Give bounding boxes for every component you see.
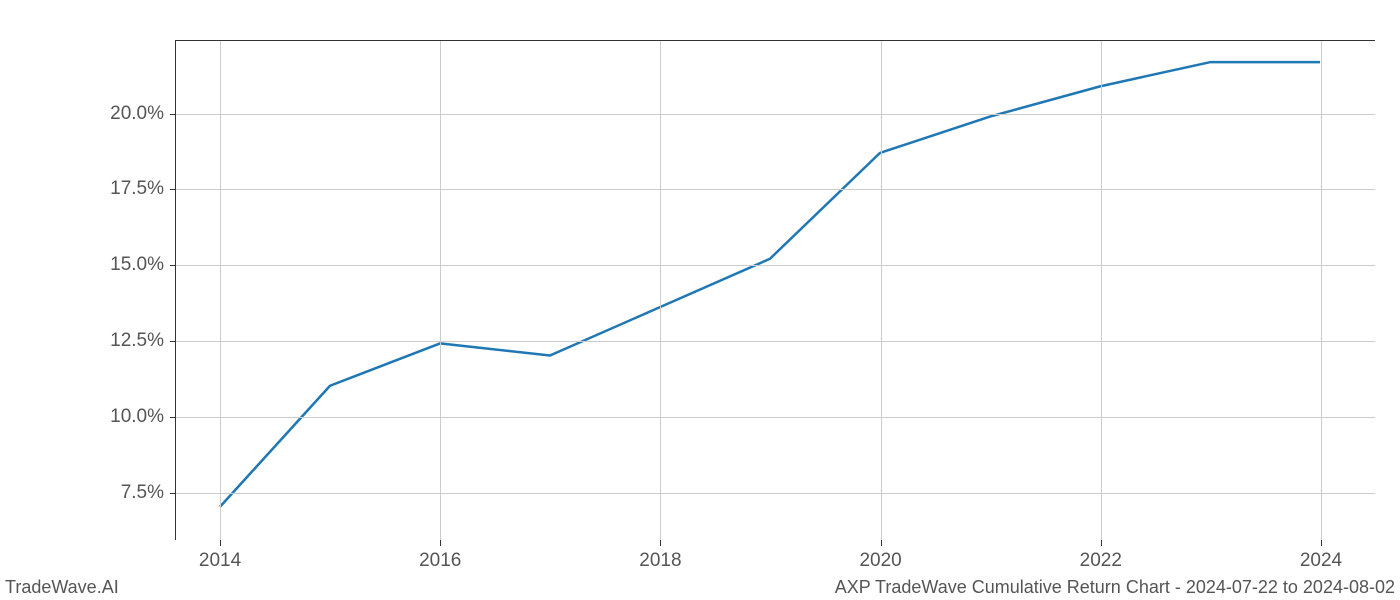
y-tick-mark: [170, 341, 176, 342]
grid-line-horizontal: [176, 417, 1375, 418]
y-tick-label: 17.5%: [110, 178, 164, 200]
grid-line-horizontal: [176, 189, 1375, 190]
grid-line-vertical: [440, 41, 441, 540]
grid-line-horizontal: [176, 341, 1375, 342]
y-tick-label: 12.5%: [110, 330, 164, 352]
y-tick-mark: [170, 189, 176, 190]
y-tick-mark: [170, 493, 176, 494]
y-tick-mark: [170, 417, 176, 418]
x-tick-mark: [220, 540, 221, 546]
x-tick-mark: [1101, 540, 1102, 546]
x-tick-label: 2024: [1300, 550, 1342, 572]
x-tick-mark: [1321, 540, 1322, 546]
x-tick-mark: [660, 540, 661, 546]
plot-area: 7.5%10.0%12.5%15.0%17.5%20.0%20142016201…: [175, 40, 1375, 540]
line-chart-svg: [176, 41, 1375, 540]
footer-caption: AXP TradeWave Cumulative Return Chart - …: [835, 577, 1395, 598]
y-tick-label: 10.0%: [110, 406, 164, 428]
grid-line-vertical: [881, 41, 882, 540]
x-tick-label: 2016: [419, 550, 461, 572]
grid-line-horizontal: [176, 114, 1375, 115]
grid-line-vertical: [220, 41, 221, 540]
x-tick-label: 2018: [639, 550, 681, 572]
y-tick-mark: [170, 265, 176, 266]
y-tick-label: 7.5%: [121, 482, 164, 504]
grid-line-vertical: [1321, 41, 1322, 540]
grid-line-horizontal: [176, 265, 1375, 266]
grid-line-vertical: [1101, 41, 1102, 540]
x-tick-label: 2014: [199, 550, 241, 572]
grid-line-horizontal: [176, 493, 1375, 494]
grid-line-vertical: [660, 41, 661, 540]
chart-container: 7.5%10.0%12.5%15.0%17.5%20.0%20142016201…: [175, 40, 1375, 540]
footer-brand: TradeWave.AI: [5, 577, 119, 598]
x-tick-mark: [440, 540, 441, 546]
data-line: [220, 62, 1320, 507]
x-tick-label: 2020: [859, 550, 901, 572]
x-tick-mark: [881, 540, 882, 546]
x-tick-label: 2022: [1080, 550, 1122, 572]
y-tick-mark: [170, 114, 176, 115]
y-tick-label: 20.0%: [110, 103, 164, 125]
y-tick-label: 15.0%: [110, 254, 164, 276]
